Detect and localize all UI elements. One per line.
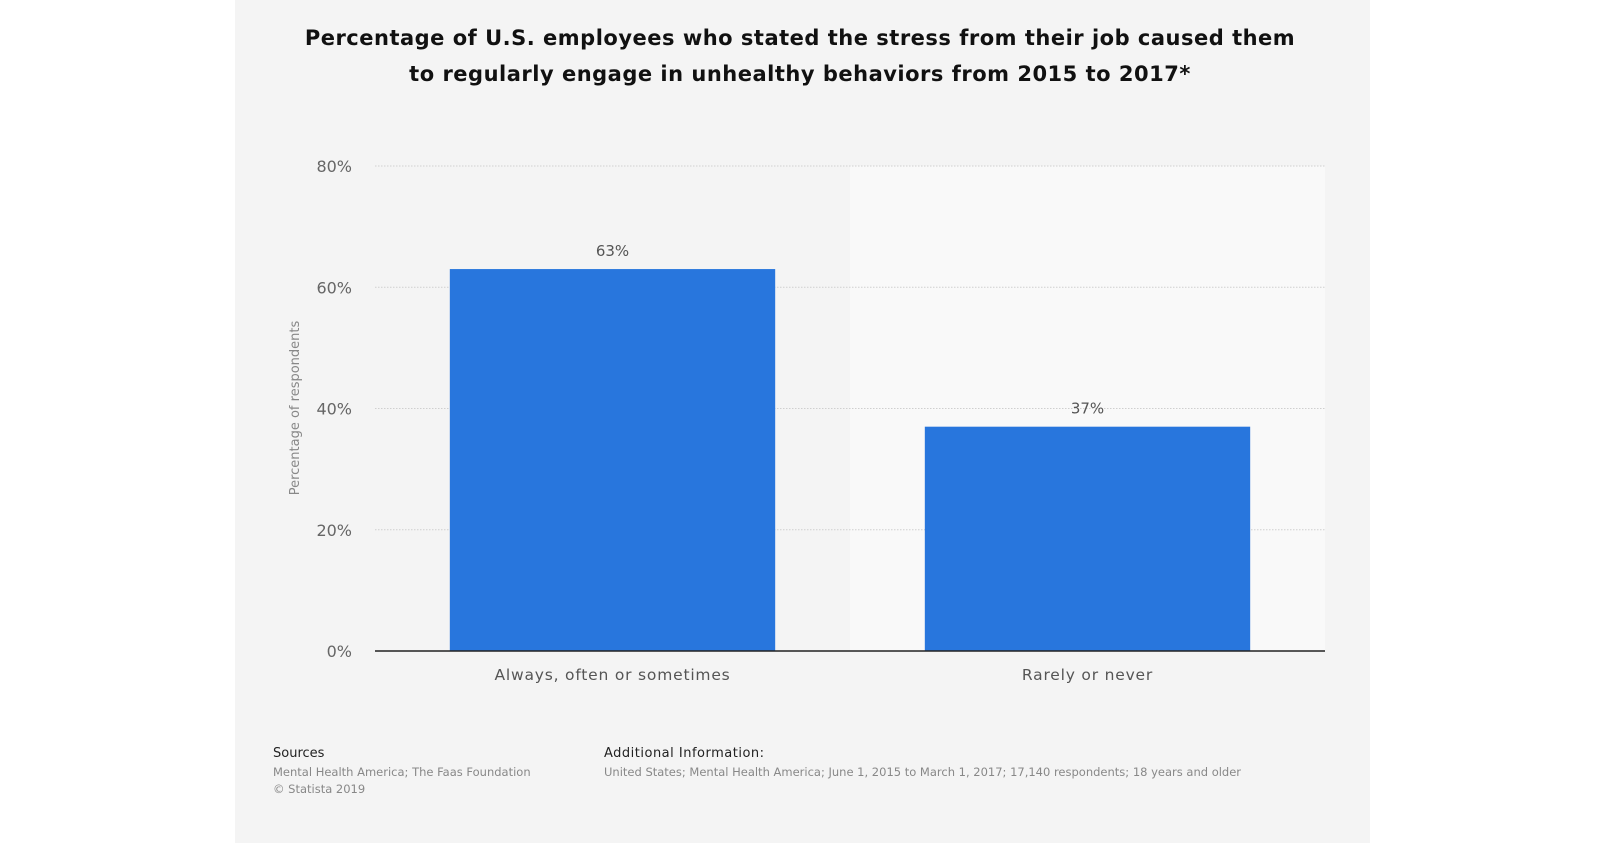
y-tick-label: 80% [316,157,352,176]
y-tick-label: 0% [327,642,352,661]
data-label: 37% [1071,400,1104,418]
copyright: © Statista 2019 [273,782,366,796]
y-tick-label: 60% [316,278,352,297]
y-tick-label: 20% [316,521,352,540]
x-tick-label: Rarely or never [1022,666,1153,684]
info-text: United States; Mental Health America; Ju… [604,765,1242,779]
bar [924,426,1251,651]
info-heading: Additional Information: [604,746,765,761]
y-tick-label: 40% [316,400,352,419]
sources-text[interactable]: Mental Health America; The Faas Foundati… [273,765,531,779]
sources-heading: Sources [273,746,325,761]
chart-title: Percentage of U.S. employees who stated … [304,26,1296,86]
x-tick-label: Always, often or sometimes [494,666,730,684]
data-label: 63% [596,242,629,260]
bar [449,269,776,651]
y-axis-label: Percentage of respondents [288,320,303,495]
